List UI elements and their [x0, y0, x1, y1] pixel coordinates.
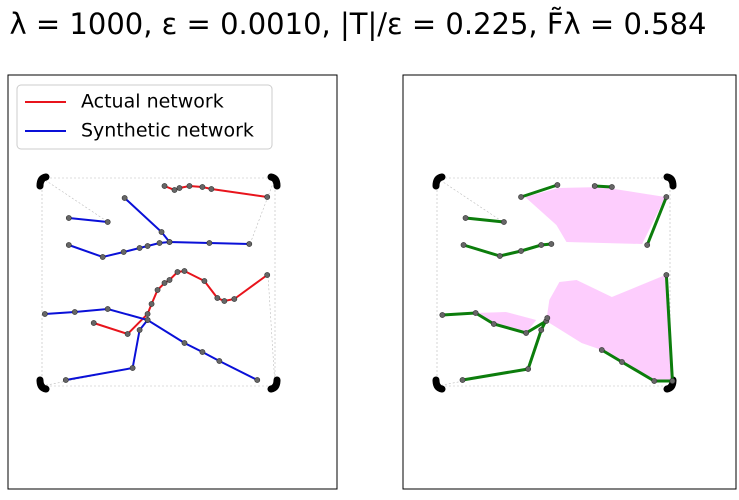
node	[644, 242, 651, 248]
node	[544, 315, 551, 321]
node	[124, 331, 131, 337]
node	[663, 272, 670, 278]
network-edge	[65, 319, 149, 381]
node	[538, 327, 545, 333]
node	[669, 378, 676, 384]
node	[144, 243, 151, 249]
node	[619, 359, 625, 365]
node	[144, 317, 151, 323]
network-edge	[645, 196, 668, 246]
node	[199, 349, 206, 355]
node	[264, 194, 271, 200]
legend-label: Actual network	[81, 91, 224, 113]
node	[156, 240, 163, 246]
figure-title: λ = 1000, ε = 0.0010, |T|/ε = 0.225, F̃λ…	[10, 7, 707, 41]
node	[538, 242, 545, 248]
node	[120, 249, 127, 255]
legend: Actual network Synthetic network	[16, 84, 273, 150]
node	[663, 194, 670, 200]
coverage-area	[475, 312, 537, 333]
node	[525, 366, 532, 372]
node	[71, 309, 78, 315]
node	[501, 219, 507, 225]
node	[166, 239, 173, 245]
node	[490, 321, 497, 327]
network-edge	[465, 216, 505, 224]
node	[176, 185, 183, 191]
node	[518, 248, 524, 254]
node	[548, 241, 555, 247]
node	[174, 269, 181, 275]
node	[104, 219, 111, 225]
node	[591, 183, 598, 189]
node	[154, 287, 161, 293]
node	[472, 310, 479, 316]
network-edge	[463, 242, 552, 258]
node	[121, 195, 128, 201]
node	[148, 301, 155, 307]
node	[598, 347, 605, 353]
node	[462, 215, 469, 221]
node	[65, 242, 72, 248]
node	[496, 253, 503, 259]
coverage-area	[546, 275, 673, 381]
network-edge	[462, 317, 549, 382]
node	[181, 268, 188, 274]
node	[231, 296, 238, 302]
network-edge	[68, 217, 108, 223]
legend-label: Synthetic network	[81, 120, 254, 142]
node	[264, 272, 271, 278]
node	[161, 183, 168, 189]
node	[166, 277, 173, 283]
panel	[439, 182, 676, 384]
panel	[41, 183, 271, 383]
node	[246, 241, 253, 247]
panel-frame	[7, 74, 338, 490]
node	[254, 377, 261, 383]
node	[129, 365, 136, 371]
node	[136, 245, 143, 251]
node	[186, 183, 193, 189]
node	[554, 182, 561, 188]
node	[62, 377, 69, 383]
node	[523, 330, 530, 336]
node	[99, 254, 106, 260]
node	[90, 320, 97, 326]
node	[136, 327, 143, 333]
node	[208, 186, 215, 192]
network-edge	[520, 183, 558, 199]
node	[439, 312, 446, 318]
node	[518, 194, 524, 200]
network-edge	[123, 197, 250, 245]
node	[460, 242, 467, 248]
legend-frame	[16, 84, 273, 150]
node	[144, 311, 151, 317]
node	[199, 184, 206, 190]
node	[158, 229, 165, 235]
network-edge	[44, 307, 258, 381]
coverage-area	[525, 187, 666, 244]
node	[201, 278, 208, 284]
node	[206, 240, 213, 246]
node	[608, 184, 615, 190]
node	[41, 311, 48, 317]
node	[181, 340, 188, 346]
network-edge	[93, 269, 268, 336]
node	[171, 187, 178, 193]
node	[459, 377, 466, 383]
node	[214, 295, 221, 301]
node	[161, 280, 168, 286]
node	[221, 298, 228, 304]
node	[651, 378, 658, 384]
node	[104, 306, 111, 312]
node	[216, 358, 223, 364]
panel-frame	[402, 74, 737, 490]
node	[65, 215, 72, 221]
network-edge	[68, 241, 170, 259]
